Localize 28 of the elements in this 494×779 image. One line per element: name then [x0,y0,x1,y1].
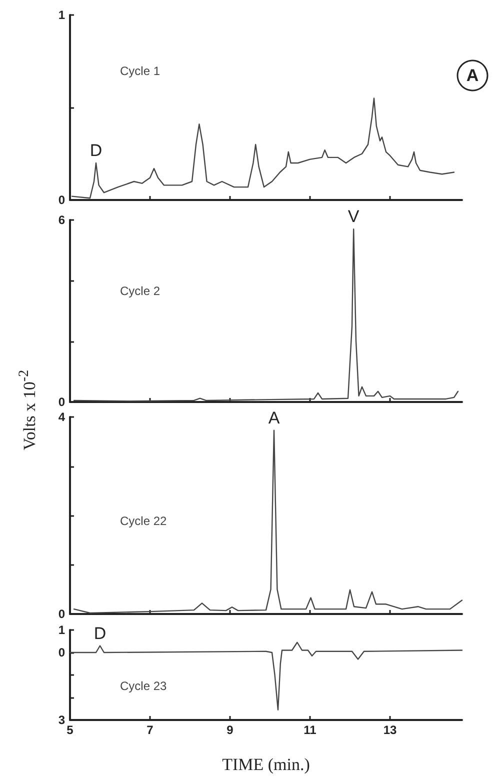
y-tick-label: 3 [58,713,66,727]
text: Cycle 23 [120,679,168,693]
line-series [69,642,463,710]
y-tick-label: 0 [58,193,66,207]
x-tick-label: 7 [146,723,154,737]
x-tick-label: 11 [304,723,317,737]
line-series [73,430,463,614]
x-tick-label: 9 [226,723,234,737]
line-series [73,228,459,402]
text: Cycle 2 [120,284,160,298]
y-tick-label: 6 [58,213,66,227]
annotation: A [268,408,280,428]
y-tick-label: 0 [58,607,66,621]
line-series [71,98,455,199]
y-tick-label: 1 [58,8,66,22]
x-tick-label: 13 [383,723,397,737]
y-tick-label: 0 [58,646,66,660]
y-tick-label: 1 [58,623,66,637]
annotation: V [348,207,360,226]
text: A [466,66,479,85]
annotation: D [94,624,106,643]
text: Cycle 1 [120,64,160,78]
text: Cycle 22 [120,514,168,528]
y-tick-label: 0 [58,395,66,409]
x-axis-title: TIME (min.) [222,755,310,774]
x-tick-label: 5 [66,723,74,737]
y-tick-label: 4 [58,410,66,424]
annotation: D [90,141,102,160]
